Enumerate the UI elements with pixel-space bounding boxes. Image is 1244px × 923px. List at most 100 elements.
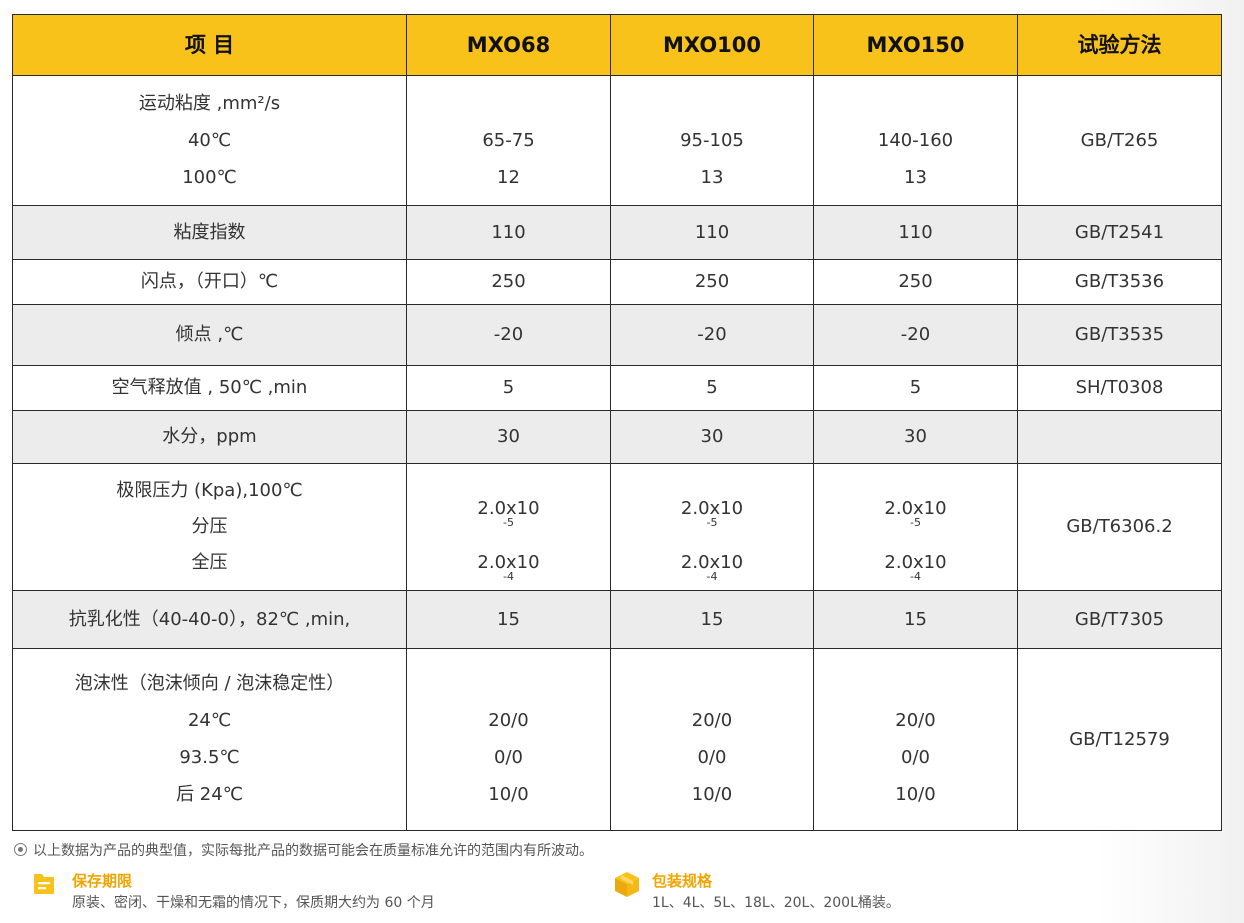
table-row: 空气释放值 , 50℃ ,min 5 5 5 SH/T0308 (12, 365, 1222, 411)
value-cell: 95-105 13 (610, 75, 814, 206)
spec-table: 项 目 MXO68 MXO100 MXO150 试验方法 运动粘度 ,mm²/s… (12, 14, 1222, 831)
value: 2.0x10 -4 (680, 552, 744, 583)
value-cell: 110 (610, 205, 814, 260)
header-mxo150: MXO150 (813, 14, 1018, 76)
value: 65-75 (482, 129, 535, 151)
value: 20/0 (895, 710, 936, 731)
item-cell: 极限压力 (Kpa),100℃ 分压 全压 (12, 463, 407, 591)
footnote-text: 以上数据为产品的典型值，实际每批产品的数据可能会在质量标准允许的范围内有所波动。 (33, 843, 593, 859)
value-cell: 110 (406, 205, 611, 260)
method-cell: GB/T12579 (1017, 648, 1222, 831)
value-cell: 15 (813, 590, 1018, 649)
value-cell: 250 (610, 259, 814, 305)
value: 20/0 (488, 710, 529, 731)
value: 20/0 (691, 710, 733, 731)
table-row: 运动粘度 ,mm²/s 40℃ 100℃ 65-75 12 95-105 13 (12, 75, 1222, 206)
value-cell: 2.0x10 -5 2.0x10 -4 (813, 463, 1018, 591)
table-row: 粘度指数 110 110 110 GB/T2541 (12, 205, 1222, 260)
item-cell: 空气释放值 , 50℃ ,min (12, 365, 407, 411)
value: 13 (904, 166, 927, 188)
package-title: 包装规格 (652, 872, 713, 890)
value-cell: 5 (406, 365, 611, 411)
item-cell: 抗乳化性（40-40-0），82℃ ,min, (12, 590, 407, 649)
table-row: 闪点，（开口）℃ 250 250 250 GB/T3536 (12, 259, 1222, 305)
storage-text: 原装、密闭、干燥和无霜的情况下，保质期大约为 60 个月 (72, 895, 435, 911)
item-cell: 倾点 ,℃ (12, 304, 407, 366)
value: 10/0 (895, 784, 936, 805)
value: 2.0x10 -4 (477, 552, 540, 583)
value-cell: 30 (813, 410, 1018, 464)
package-info: 包装规格 1L、4L、5L、18L、20L、200L桶装。 (612, 868, 1152, 914)
value: 12 (497, 166, 520, 188)
table-row: 水分，ppm 30 30 30 (12, 410, 1222, 464)
value: 2.0x10 -5 (884, 498, 947, 529)
table-row: 倾点 ,℃ -20 -20 -20 GB/T3535 (12, 304, 1222, 366)
value-cell: -20 (406, 304, 611, 366)
value-cell: 20/0 0/0 10/0 (406, 648, 611, 831)
value-cell: 20/0 0/0 10/0 (813, 648, 1018, 831)
header-mxo68: MXO68 (406, 14, 611, 76)
value-cell: 15 (406, 590, 611, 649)
item-sublabel: 24℃ (187, 710, 232, 731)
value: 0/0 (494, 747, 523, 768)
value-cell: 30 (406, 410, 611, 464)
value-cell: 2.0x10 -5 2.0x10 -4 (406, 463, 611, 591)
item-sublabel: 40℃ (187, 129, 232, 151)
header-row: 项 目 MXO68 MXO100 MXO150 试验方法 (12, 14, 1222, 76)
method-cell: GB/T2541 (1017, 205, 1222, 260)
value-cell: 5 (610, 365, 814, 411)
value-cell: 65-75 12 (406, 75, 611, 206)
value-cell: 140-160 13 (813, 75, 1018, 206)
value-cell: 20/0 0/0 10/0 (610, 648, 814, 831)
item-sublabel: 后 24℃ (176, 784, 243, 805)
header-method: 试验方法 (1017, 14, 1222, 76)
value: 95-105 (680, 129, 744, 151)
item-label: 运动粘度 ,mm²/s (138, 92, 281, 114)
folder-icon (34, 874, 54, 894)
item-sublabel: 93.5℃ (179, 747, 240, 768)
value-cell: 110 (813, 205, 1018, 260)
target-dot-icon (14, 843, 27, 856)
item-sublabel: 100℃ (182, 166, 237, 188)
table-row: 极限压力 (Kpa),100℃ 分压 全压 2.0x10 -5 2.0x10 -4 … (12, 463, 1222, 591)
item-sublabel: 分压 (191, 516, 228, 537)
value-cell: 5 (813, 365, 1018, 411)
value-cell: 250 (813, 259, 1018, 305)
item-cell: 闪点，（开口）℃ (12, 259, 407, 305)
method-cell: GB/T3535 (1017, 304, 1222, 366)
table-row: 泡沫性（泡沫倾向 / 泡沫稳定性） 24℃ 93.5℃ 后 24℃ 20/0 0… (12, 648, 1222, 831)
method-cell: SH/T0308 (1017, 365, 1222, 411)
value-cell: 250 (406, 259, 611, 305)
value: 10/0 (691, 784, 733, 805)
value: 2.0x10 -5 (680, 498, 744, 529)
item-cell: 运动粘度 ,mm²/s 40℃ 100℃ (12, 75, 407, 206)
method-cell: GB/T6306.2 (1017, 463, 1222, 591)
storage-title: 保存期限 (72, 872, 133, 890)
item-sublabel: 全压 (191, 552, 228, 573)
value-cell: -20 (610, 304, 814, 366)
method-cell: GB/T7305 (1017, 590, 1222, 649)
value-cell: 2.0x10 -5 2.0x10 -4 (610, 463, 814, 591)
method-cell (1017, 410, 1222, 464)
header-mxo100: MXO100 (610, 14, 814, 76)
storage-info: 保存期限 原装、密闭、干燥和无霜的情况下，保质期大约为 60 个月 (32, 868, 572, 914)
item-label: 极限压力 (Kpa),100℃ (116, 480, 303, 501)
value-cell: 15 (610, 590, 814, 649)
method-cell: GB/T265 (1017, 75, 1222, 206)
method-cell: GB/T3536 (1017, 259, 1222, 305)
header-item: 项 目 (12, 14, 407, 76)
box-icon (615, 872, 639, 897)
item-cell: 粘度指数 (12, 205, 407, 260)
value: 0/0 (697, 747, 727, 768)
package-text: 1L、4L、5L、18L、20L、200L桶装。 (652, 895, 900, 911)
value: 2.0x10 -4 (884, 552, 947, 583)
value: 2.0x10 -5 (477, 498, 540, 529)
footnote: 以上数据为产品的典型值，实际每批产品的数据可能会在质量标准允许的范围内有所波动。 (14, 840, 593, 860)
item-cell: 水分，ppm (12, 410, 407, 464)
value-cell: 30 (610, 410, 814, 464)
value: 0/0 (901, 747, 930, 768)
value-cell: -20 (813, 304, 1018, 366)
value: 10/0 (488, 784, 529, 805)
value: 13 (700, 166, 724, 188)
item-label: 泡沫性（泡沫倾向 / 泡沫稳定性） (74, 673, 345, 694)
